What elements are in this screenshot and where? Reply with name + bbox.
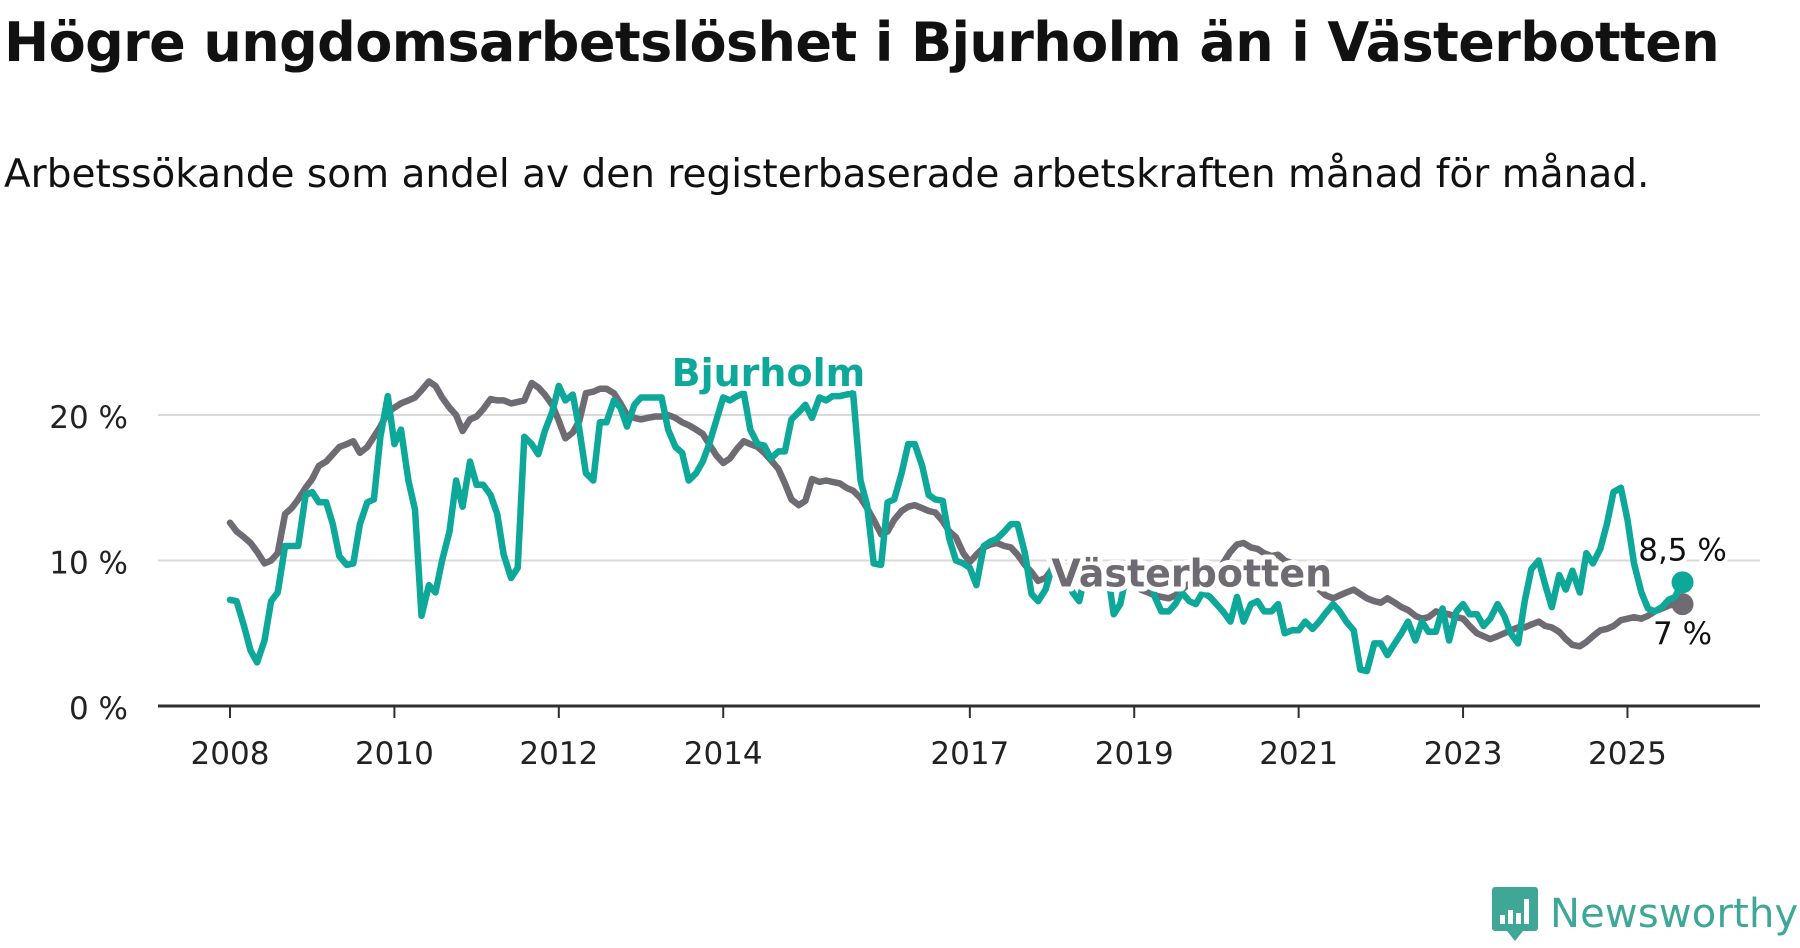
x-tick-label: 2014 (684, 736, 763, 772)
end-value-label-västerbotten: 7 % (1653, 616, 1712, 652)
x-tick-label: 2010 (355, 736, 434, 772)
end-point-bjurholm (1671, 571, 1694, 594)
x-tick-label: 2023 (1424, 736, 1503, 772)
y-axis-ticks: 0 % 10 % 20 % (49, 400, 128, 727)
series-labels: Västerbotten 7 % Bjurholm 8,5 % (667, 346, 1731, 656)
x-tick-label: 2012 (519, 736, 598, 772)
brand-name: Newsworthy (1550, 891, 1799, 937)
series-lines (226, 378, 1694, 675)
x-tick-label: 2025 (1588, 736, 1667, 772)
series-label-bjurholm: Bjurholm (672, 351, 866, 395)
end-value-label-bjurholm: 8,5 % (1638, 532, 1727, 568)
y-tick-label: 10 % (49, 546, 128, 582)
newsworthy-chart-icon (1492, 887, 1538, 941)
x-tick-label: 2021 (1259, 736, 1338, 772)
x-tick-label: 2019 (1095, 736, 1174, 772)
series-label-västerbotten: Västerbotten (1051, 552, 1332, 596)
x-tick-label: 2008 (191, 736, 270, 772)
x-tick-label: 2017 (930, 736, 1009, 772)
series-line-bjurholm (226, 382, 1686, 675)
x-axis-ticks: 2008 2010 2012 2014 2017 2019 2021 2023 2025 (191, 706, 1667, 772)
chart-title: Högre ungdomsarbetslöshet i Bjurholm än … (4, 11, 1720, 74)
newsworthy-logo[interactable]: Newsworthy (1490, 885, 1798, 943)
y-tick-label: 20 % (49, 400, 128, 436)
chart-subtitle: Arbetssökande som andel av den registerb… (4, 152, 1650, 197)
y-tick-label: 0 % (69, 691, 128, 727)
